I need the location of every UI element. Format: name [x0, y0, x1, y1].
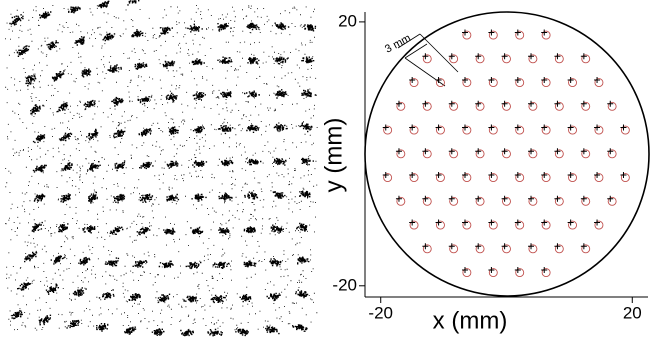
x-axis-label: x (mm) — [433, 307, 508, 334]
y-tick-label: 20 — [338, 11, 357, 30]
x-tick-label: 20 — [623, 303, 642, 322]
y-tick-label: -20 — [332, 275, 357, 294]
x-tick-label: -20 — [368, 303, 393, 322]
particle-image — [5, 0, 318, 336]
dimension-lines — [398, 34, 458, 86]
particle-dots — [5, 0, 318, 336]
figure: x (mm) y (mm) 3 mm -2020-2020 — [0, 0, 652, 337]
y-axis-label: y (mm) — [320, 118, 347, 193]
